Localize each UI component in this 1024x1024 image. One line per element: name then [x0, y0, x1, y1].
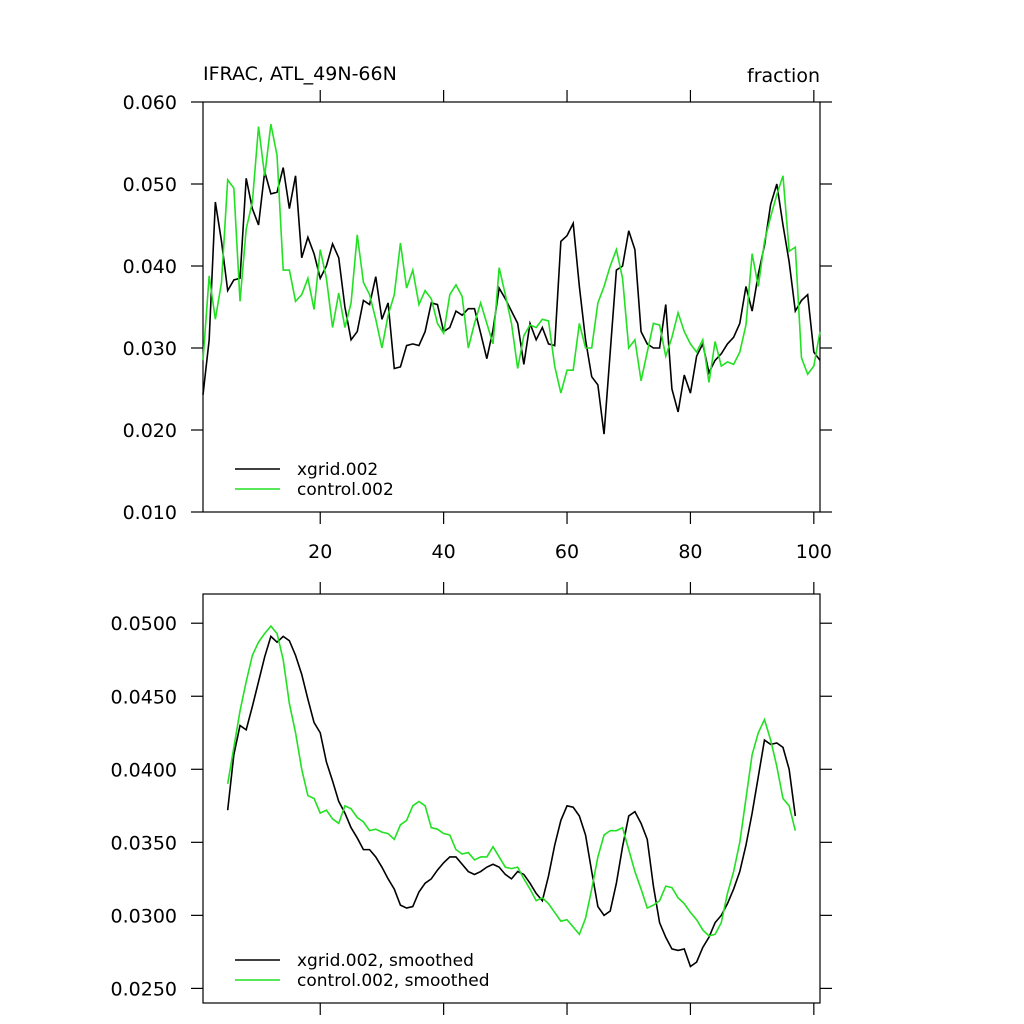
- units-label: fraction: [747, 65, 820, 87]
- legend-label: control.002, smoothed: [297, 971, 490, 991]
- y-tick-label: 0.0250: [111, 978, 177, 1000]
- x-tick-label: 100: [796, 541, 832, 563]
- chart-title: IFRAC, ATL_49N-66N: [203, 63, 397, 85]
- data-line: [226, 624, 797, 937]
- y-tick-label: 0.0450: [111, 686, 177, 708]
- y-tick-label: 0.040: [123, 256, 177, 278]
- x-tick-label: 40: [432, 541, 456, 563]
- y-tick-label: 0.0400: [111, 759, 177, 781]
- y-tick-label: 0.050: [123, 174, 177, 196]
- legend-label: control.002: [297, 480, 394, 500]
- plot-frame: [202, 101, 821, 513]
- data-line: [202, 167, 821, 435]
- y-tick-label: 0.0300: [111, 905, 177, 927]
- legend-label: xgrid.002: [297, 460, 378, 480]
- y-tick-label: 0.0500: [111, 613, 177, 635]
- y-tick-label: 0.0350: [111, 832, 177, 854]
- data-line: [226, 634, 797, 968]
- x-tick-label: 60: [555, 541, 579, 563]
- y-tick-label: 0.010: [123, 502, 177, 524]
- y-tick-label: 0.020: [123, 420, 177, 442]
- x-tick-label: 20: [308, 541, 332, 563]
- plot-frame: [202, 593, 821, 1004]
- x-tick-label: 80: [678, 541, 702, 563]
- y-tick-label: 0.030: [123, 338, 177, 360]
- legend-label: xgrid.002, smoothed: [297, 951, 474, 971]
- data-line: [202, 123, 821, 394]
- y-tick-label: 0.060: [123, 92, 177, 114]
